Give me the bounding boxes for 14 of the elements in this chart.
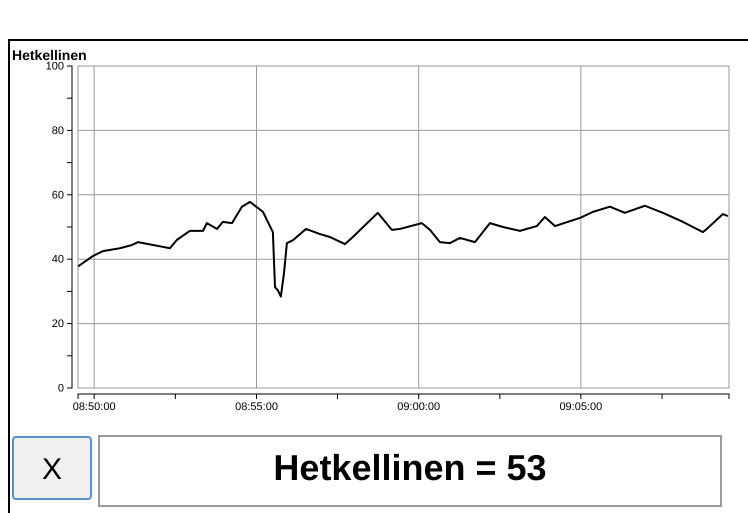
y-tick-label: 60 [52, 189, 64, 202]
x-tick-label: 08:50:00 [72, 400, 116, 413]
close-button: X [12, 436, 92, 500]
y-tick-label: 0 [58, 382, 64, 395]
y-tick-label: 80 [52, 124, 64, 137]
chart-title: Hetkellinen [12, 47, 87, 63]
line-series [77, 200, 729, 298]
x-tick-label: 09:00:00 [397, 400, 440, 413]
x-tick-label: 09:05:00 [559, 400, 602, 413]
text: Hetkellinen = 53 [273, 447, 547, 488]
y-tick-label: 100 [46, 60, 64, 73]
y-tick-label: 40 [52, 254, 64, 266]
y-tick-label: 20 [52, 318, 64, 330]
x-tick-label: 08:55:00 [235, 400, 278, 413]
